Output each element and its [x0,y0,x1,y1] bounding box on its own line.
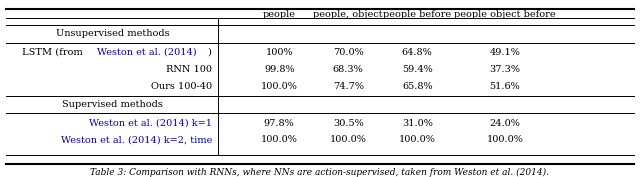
Text: 100.0%: 100.0% [486,135,524,144]
Text: 100.0%: 100.0% [399,135,436,144]
Text: 31.0%: 31.0% [402,119,433,128]
Text: 68.3%: 68.3% [333,65,364,74]
Text: 65.8%: 65.8% [402,82,433,91]
Text: Weston et al. (2014): Weston et al. (2014) [97,48,196,57]
Text: 49.1%: 49.1% [490,48,520,57]
Text: 59.4%: 59.4% [402,65,433,74]
Text: 51.6%: 51.6% [490,82,520,91]
Text: 30.5%: 30.5% [333,119,364,128]
Text: 100.0%: 100.0% [260,135,298,144]
Text: Unsupervised methods: Unsupervised methods [56,30,169,38]
Text: ): ) [207,48,211,57]
Text: Ours 100-40: Ours 100-40 [151,82,212,91]
Text: Weston et al. (2014) k=2, time: Weston et al. (2014) k=2, time [61,135,212,144]
Text: 100%: 100% [266,48,293,57]
Text: 24.0%: 24.0% [490,119,520,128]
Text: people, object: people, object [314,10,383,19]
Text: 70.0%: 70.0% [333,48,364,57]
Text: 37.3%: 37.3% [490,65,520,74]
Text: Supervised methods: Supervised methods [62,100,163,109]
Text: 74.7%: 74.7% [333,82,364,91]
Text: 100.0%: 100.0% [330,135,367,144]
Text: LSTM (from: LSTM (from [22,48,86,57]
Text: 97.8%: 97.8% [264,119,294,128]
Text: RNN 100: RNN 100 [166,65,212,74]
Text: people object before: people object before [454,10,556,19]
Text: 99.8%: 99.8% [264,65,294,74]
Text: people before: people before [383,10,451,19]
Text: Table 3: Comparison with RNNs, where NNs are action-supervised, taken from Westo: Table 3: Comparison with RNNs, where NNs… [90,167,550,177]
Text: Weston et al. (2014) k=1: Weston et al. (2014) k=1 [89,119,212,128]
Text: 100.0%: 100.0% [260,82,298,91]
Text: 64.8%: 64.8% [402,48,433,57]
Text: people: people [263,10,296,19]
